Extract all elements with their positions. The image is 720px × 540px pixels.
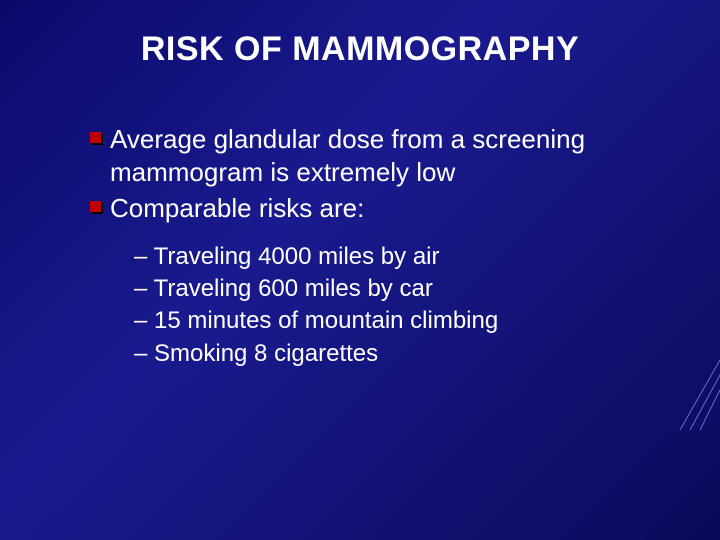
slide: RISK OF MAMMOGRAPHY Average glandular do… bbox=[0, 0, 720, 540]
sub-bullet-item: – 15 minutes of mountain climbing bbox=[134, 305, 660, 337]
bullet-item: Comparable risks are: bbox=[90, 192, 660, 225]
sub-bullet-item: – Traveling 600 miles by car bbox=[134, 273, 660, 305]
slide-content: Average glandular dose from a screening … bbox=[0, 89, 720, 370]
bullet-text: Comparable risks are: bbox=[110, 192, 364, 225]
square-bullet-icon bbox=[90, 132, 104, 146]
bullet-item: Average glandular dose from a screening … bbox=[90, 123, 660, 188]
slide-title: RISK OF MAMMOGRAPHY bbox=[0, 0, 720, 89]
sub-bullet-list: – Traveling 4000 miles by air – Travelin… bbox=[90, 229, 660, 371]
bullet-text: Average glandular dose from a screening … bbox=[110, 123, 660, 188]
sub-bullet-item: – Smoking 8 cigarettes bbox=[134, 338, 660, 370]
sub-bullet-item: – Traveling 4000 miles by air bbox=[134, 241, 660, 273]
square-bullet-icon bbox=[90, 201, 104, 215]
